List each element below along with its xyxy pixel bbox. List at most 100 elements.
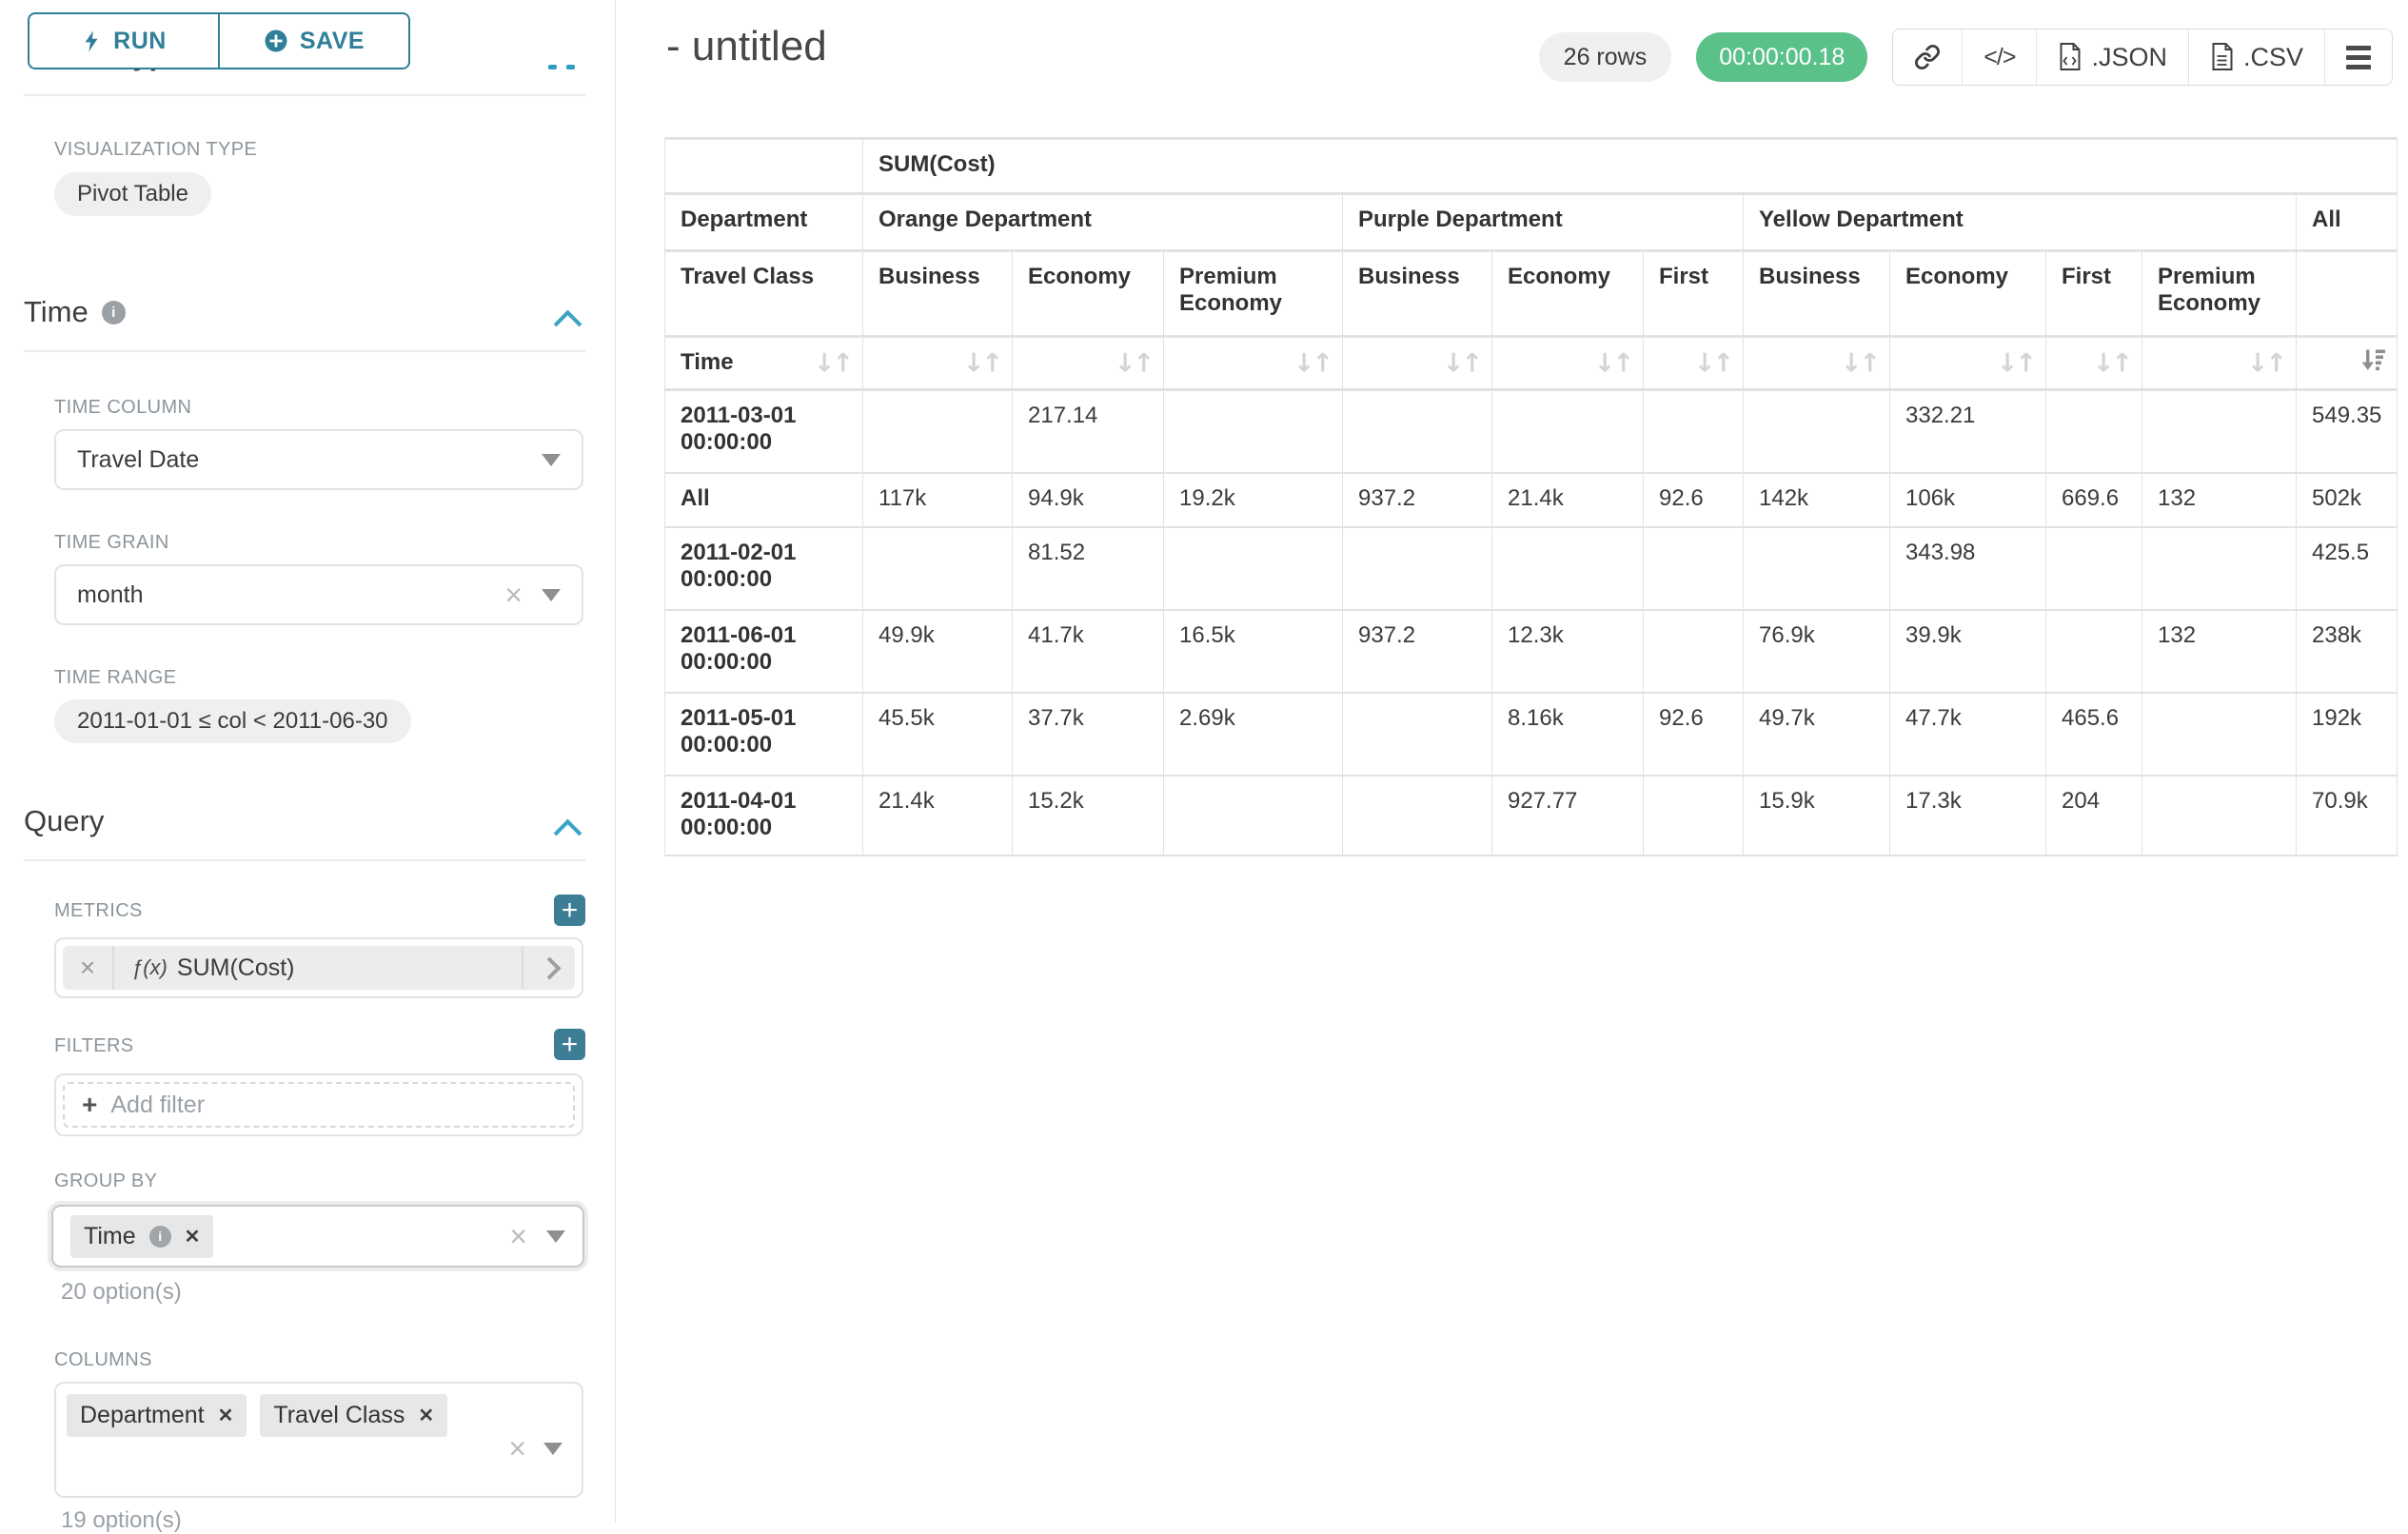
cell-value: 94.9k	[1013, 473, 1164, 527]
sort-icon[interactable]: ↓↑	[1293, 348, 1331, 378]
lightning-icon	[81, 29, 102, 54]
cell-value: 937.2	[1343, 473, 1492, 527]
cell-value: 39.9k	[1890, 610, 2046, 693]
csv-button-label: .CSV	[2243, 43, 2303, 72]
group-by-label: GROUP BY	[54, 1170, 157, 1192]
column-subheader: Premium Economy	[2142, 251, 2297, 337]
info-icon[interactable]: i	[102, 301, 126, 324]
sort-icon[interactable]: ↓↑	[814, 348, 851, 378]
column-subheader: Economy	[1890, 251, 2046, 337]
clear-icon[interactable]: ×	[508, 1433, 526, 1464]
cell-value	[1492, 527, 1644, 610]
sort-icon[interactable]: ↓↑	[1841, 348, 1878, 378]
cell-value: 332.21	[1890, 390, 2046, 473]
add-metric-button[interactable]: +	[554, 895, 585, 926]
column-group-header: Yellow Department	[1744, 194, 2297, 251]
add-filter-label: Add filter	[110, 1092, 205, 1119]
sort-header-cell[interactable]: ↓↑	[1013, 337, 1164, 390]
run-button[interactable]: RUN	[30, 14, 218, 68]
cell-value: 92.6	[1644, 693, 1744, 776]
collapse-chevron-icon[interactable]	[554, 819, 582, 848]
viz-type-pill[interactable]: Pivot Table	[54, 172, 211, 216]
sort-header-cell[interactable]: ↓↑	[1890, 337, 2046, 390]
collapse-chevron-icon[interactable]	[554, 310, 582, 339]
add-filter-button[interactable]: + Add filter	[63, 1082, 575, 1128]
cell-value	[1744, 527, 1890, 610]
row-dimension-header: Department	[665, 194, 863, 251]
save-button[interactable]: SAVE	[218, 14, 408, 68]
cell-value: 132	[2142, 473, 2297, 527]
cell-value: 192k	[2297, 693, 2398, 776]
columns-select[interactable]: Department✕ Travel Class✕ ×	[54, 1382, 583, 1498]
cell-value: 204	[2046, 776, 2142, 856]
metric-name: SUM(Cost)	[177, 954, 295, 982]
cell-value	[1644, 390, 1744, 473]
column-subheader: Premium Economy	[1164, 251, 1343, 337]
cell-value	[1164, 527, 1343, 610]
remove-tag-icon[interactable]: ✕	[218, 1404, 234, 1427]
metric-pill[interactable]: × ƒ(x) SUM(Cost)	[63, 946, 575, 990]
sort-header-cell[interactable]	[2297, 337, 2398, 390]
divider	[24, 350, 585, 352]
sort-header-cell[interactable]: ↓↑	[2046, 337, 2142, 390]
sort-icon[interactable]: ↓↑	[1115, 348, 1152, 378]
cell-value: 92.6	[1644, 473, 1744, 527]
remove-tag-icon[interactable]: ✕	[185, 1225, 201, 1249]
columns-label: COLUMNS	[54, 1349, 152, 1371]
export-json-button[interactable]: .JSON	[2036, 30, 2188, 85]
view-query-button[interactable]: </>	[1962, 30, 2036, 85]
sort-desc-active-icon[interactable]	[2360, 347, 2387, 379]
sort-icon[interactable]: ↓↑	[1443, 348, 1480, 378]
time-column-select[interactable]: Travel Date	[54, 429, 583, 490]
cell-value	[2046, 610, 2142, 693]
sort-icon[interactable]: ↓↑	[1997, 348, 2034, 378]
sort-header-cell[interactable]: ↓↑	[1343, 337, 1492, 390]
info-icon[interactable]: i	[149, 1226, 171, 1248]
cell-value: 12.3k	[1492, 610, 1644, 693]
remove-metric-icon[interactable]: ×	[63, 946, 114, 990]
sort-header-cell[interactable]: ↓↑	[1164, 337, 1343, 390]
cell-value: 21.4k	[863, 776, 1013, 856]
cell-value: 502k	[2297, 473, 2398, 527]
metrics-label: METRICS	[54, 900, 143, 922]
sort-header-cell[interactable]: ↓↑	[1492, 337, 1644, 390]
cell-value: 16.5k	[1164, 610, 1343, 693]
time-grain-select[interactable]: month ×	[54, 564, 583, 625]
cell-value	[1164, 390, 1343, 473]
menu-button[interactable]	[2324, 30, 2392, 85]
sort-icon[interactable]: ↓↑	[1694, 348, 1731, 378]
sort-header-cell[interactable]: ↓↑	[1644, 337, 1744, 390]
cell-value: 2.69k	[1164, 693, 1343, 776]
cell-value: 15.9k	[1744, 776, 1890, 856]
cell-value: 238k	[2297, 610, 2398, 693]
cell-value: 21.4k	[1492, 473, 1644, 527]
row-label: 2011-02-01 00:00:00	[665, 527, 863, 610]
expand-metric-icon[interactable]	[522, 946, 575, 990]
header-badges: 26 rows 00:00:00.18 </> .JSON	[1539, 29, 2393, 86]
dimension-tag[interactable]: Travel Class✕	[260, 1394, 447, 1437]
clear-icon[interactable]: ×	[509, 1221, 527, 1251]
clear-icon[interactable]: ×	[504, 580, 523, 610]
sort-header-cell[interactable]: ↓↑	[1744, 337, 1890, 390]
time-range-pill[interactable]: 2011-01-01 ≤ col < 2011-06-30	[54, 699, 411, 743]
query-section-title: Query	[24, 804, 104, 838]
sort-header-cell[interactable]: ↓↑	[2142, 337, 2297, 390]
sort-header-cell[interactable]: ↓↑	[863, 337, 1013, 390]
sort-icon[interactable]: ↓↑	[2247, 348, 2284, 378]
sort-icon[interactable]: ↓↑	[963, 348, 1000, 378]
export-csv-button[interactable]: .CSV	[2188, 30, 2324, 85]
sort-icon[interactable]: ↓↑	[1594, 348, 1631, 378]
remove-tag-icon[interactable]: ✕	[418, 1404, 434, 1427]
sort-icon[interactable]: ↓↑	[2093, 348, 2130, 378]
share-link-button[interactable]	[1893, 30, 1962, 85]
add-filter-plus-button[interactable]: +	[554, 1029, 585, 1060]
time-column-value: Travel Date	[77, 446, 542, 474]
time-sort-header[interactable]: Time↓↑	[665, 337, 863, 390]
cell-value: 132	[2142, 610, 2297, 693]
cell-value	[863, 527, 1013, 610]
dimension-tag[interactable]: Department✕	[67, 1394, 247, 1437]
